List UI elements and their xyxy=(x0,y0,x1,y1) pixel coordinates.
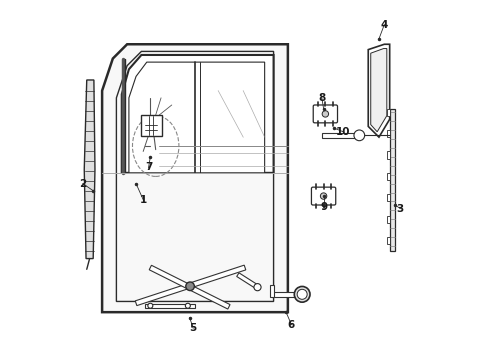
Polygon shape xyxy=(322,133,359,138)
Polygon shape xyxy=(129,62,265,173)
Text: 8: 8 xyxy=(318,93,325,103)
Circle shape xyxy=(322,111,329,117)
Text: 2: 2 xyxy=(79,179,86,189)
Polygon shape xyxy=(237,273,259,289)
Circle shape xyxy=(294,287,310,302)
Circle shape xyxy=(185,303,190,308)
Text: 3: 3 xyxy=(397,203,404,213)
Circle shape xyxy=(320,193,327,199)
Polygon shape xyxy=(387,109,390,116)
Polygon shape xyxy=(387,216,390,223)
Text: 5: 5 xyxy=(190,323,197,333)
Polygon shape xyxy=(272,292,302,297)
Polygon shape xyxy=(102,44,288,312)
Circle shape xyxy=(148,303,153,308)
Polygon shape xyxy=(387,152,390,158)
Polygon shape xyxy=(122,55,273,173)
Polygon shape xyxy=(387,173,390,180)
Circle shape xyxy=(297,289,307,299)
Polygon shape xyxy=(84,80,95,258)
Circle shape xyxy=(354,130,365,141)
Polygon shape xyxy=(270,285,273,297)
FancyBboxPatch shape xyxy=(312,187,336,205)
Text: 9: 9 xyxy=(320,202,327,212)
Polygon shape xyxy=(390,109,395,251)
Polygon shape xyxy=(368,44,390,137)
Polygon shape xyxy=(145,304,195,307)
Polygon shape xyxy=(371,49,387,132)
Text: 6: 6 xyxy=(288,320,295,330)
Text: 10: 10 xyxy=(336,127,350,137)
Text: 7: 7 xyxy=(145,162,152,172)
Polygon shape xyxy=(149,265,230,309)
Circle shape xyxy=(186,282,195,291)
Text: 1: 1 xyxy=(140,195,147,204)
Polygon shape xyxy=(387,130,390,137)
Text: 4: 4 xyxy=(381,19,388,30)
Circle shape xyxy=(254,284,261,291)
FancyBboxPatch shape xyxy=(313,105,338,123)
FancyBboxPatch shape xyxy=(141,115,162,136)
Polygon shape xyxy=(135,265,246,306)
Polygon shape xyxy=(387,237,390,244)
Polygon shape xyxy=(387,194,390,202)
